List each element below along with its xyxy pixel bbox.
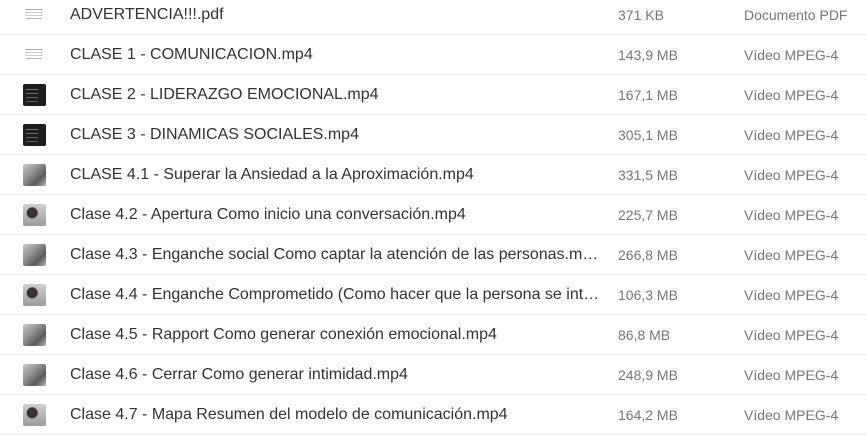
file-size: 143,9 MB	[618, 46, 678, 63]
file-thumbnail-icon	[23, 244, 46, 266]
file-type: Vídeo MPEG-4	[744, 86, 839, 103]
file-row[interactable]: CLASE 1 - COMUNICACION.mp4 143,9 MB Vídeo …	[0, 35, 866, 75]
file-thumbnail-icon	[23, 324, 46, 346]
file-type: Vídeo MPEG-4	[744, 286, 839, 303]
file-name[interactable]: ADVERTENCIA!!!.pdf	[70, 5, 224, 23]
file-name[interactable]: CLASE 3 - DINAMICAS SOCIALES.mp4	[70, 125, 359, 143]
file-type: Vídeo MPEG-4	[744, 46, 839, 63]
file-thumbnail-icon	[23, 84, 46, 106]
file-row[interactable]: ADVERTENCIA!!!.pdf 371 KB Documento PDF	[0, 0, 866, 35]
file-name[interactable]: CLASE 1 - COMUNICACION.mp4	[70, 45, 313, 63]
file-type: Documento PDF	[744, 6, 848, 23]
file-size: 167,1 MB	[618, 86, 678, 103]
file-name[interactable]: CLASE 4.1 - Superar la Ansiedad a la Apr…	[70, 165, 474, 183]
file-thumbnail-icon	[23, 404, 46, 426]
file-name[interactable]: Clase 4.5 - Rapport Como generar conexió…	[70, 325, 497, 343]
file-thumbnail-icon	[23, 164, 46, 186]
file-size: 164,2 MB	[618, 406, 678, 423]
file-thumbnail-icon	[23, 44, 46, 66]
file-row[interactable]: Clase 4.6 - Cerrar Como generar intimida…	[0, 355, 866, 395]
file-thumbnail-icon	[23, 204, 46, 226]
file-type: Vídeo MPEG-4	[744, 206, 839, 223]
file-type: Vídeo MPEG-4	[744, 126, 839, 143]
file-thumbnail-icon	[23, 4, 46, 26]
file-row[interactable]: Clase 4.4 - Enganche Comprometido (Como …	[0, 275, 866, 315]
file-row[interactable]: Clase 4.5 - Rapport Como generar conexió…	[0, 315, 866, 355]
file-size: 266,8 MB	[618, 246, 678, 263]
file-type: Vídeo MPEG-4	[744, 326, 839, 343]
file-thumbnail-icon	[23, 364, 46, 386]
file-thumbnail-icon	[23, 284, 46, 306]
file-row[interactable]: CLASE 4.1 - Superar la Ansiedad a la Apr…	[0, 155, 866, 195]
file-row[interactable]: Clase 4.2 - Apertura Como inicio una con…	[0, 195, 866, 235]
file-name[interactable]: Clase 4.6 - Cerrar Como generar intimida…	[70, 365, 408, 383]
file-row[interactable]: Clase 4.3 - Enganche social Como captar …	[0, 235, 866, 275]
file-name[interactable]: CLASE 2 - LIDERAZGO EMOCIONAL.mp4	[70, 85, 379, 103]
file-name[interactable]: Clase 4.7 - Mapa Resumen del modelo de c…	[70, 405, 508, 423]
file-size: 86,8 MB	[618, 326, 671, 343]
file-row[interactable]: CLASE 2 - LIDERAZGO EMOCIONAL.mp4 167,1 M…	[0, 75, 866, 115]
file-type: Vídeo MPEG-4	[744, 406, 839, 423]
file-row[interactable]: CLASE 3 - DINAMICAS SOCIALES.mp4 305,1 MB…	[0, 115, 866, 155]
file-name[interactable]: Clase 4.3 - Enganche social Como captar …	[70, 245, 600, 263]
file-name[interactable]: Clase 4.4 - Enganche Comprometido (Como …	[70, 285, 600, 303]
file-thumbnail-icon	[23, 124, 46, 146]
file-size: 371 KB	[618, 6, 664, 23]
file-size: 225,7 MB	[618, 206, 678, 223]
file-size: 331,5 MB	[618, 166, 678, 183]
file-size: 106,3 MB	[618, 286, 678, 303]
file-row[interactable]: Clase 4.7 - Mapa Resumen del modelo de c…	[0, 395, 866, 435]
file-type: Vídeo MPEG-4	[744, 366, 839, 383]
file-type: Vídeo MPEG-4	[744, 166, 839, 183]
file-type: Vídeo MPEG-4	[744, 246, 839, 263]
file-size: 248,9 MB	[618, 366, 678, 383]
file-size: 305,1 MB	[618, 126, 678, 143]
file-name[interactable]: Clase 4.2 - Apertura Como inicio una con…	[70, 205, 466, 223]
